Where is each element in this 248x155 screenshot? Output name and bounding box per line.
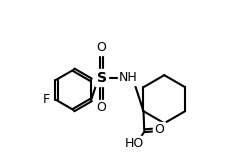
Text: S: S <box>96 71 107 84</box>
Text: O: O <box>96 41 106 54</box>
Text: NH: NH <box>119 71 137 84</box>
Text: HO: HO <box>124 137 144 150</box>
Text: O: O <box>154 123 164 136</box>
Text: O: O <box>96 101 106 114</box>
Text: F: F <box>43 93 50 106</box>
